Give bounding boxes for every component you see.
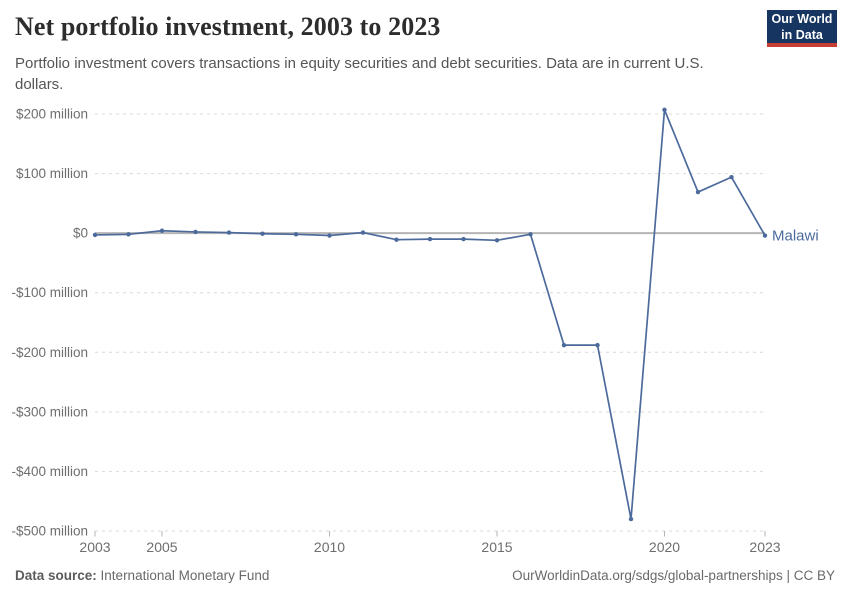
y-axis-label: -$400 million bbox=[11, 464, 88, 479]
data-point-2005[interactable] bbox=[159, 228, 165, 233]
x-axis-label: 2020 bbox=[649, 539, 680, 555]
data-point-2016[interactable] bbox=[528, 232, 533, 237]
data-point-2011[interactable] bbox=[360, 230, 366, 235]
data-point-2006[interactable] bbox=[193, 229, 198, 235]
data-point-2015[interactable] bbox=[494, 238, 500, 243]
data-point-2020[interactable] bbox=[662, 107, 667, 113]
chart-footer: Data source: International Monetary Fund… bbox=[15, 568, 835, 583]
y-axis-label: -$500 million bbox=[11, 524, 88, 539]
data-point-2010[interactable] bbox=[327, 233, 332, 238]
chart-subtitle: Portfolio investment covers transactions… bbox=[15, 55, 704, 93]
data-point-2023[interactable] bbox=[762, 233, 768, 238]
data-point-2019[interactable] bbox=[628, 516, 634, 522]
malawi-line[interactable] bbox=[94, 108, 766, 520]
data-point-2014[interactable] bbox=[461, 236, 466, 242]
data-point-2013[interactable] bbox=[427, 236, 433, 242]
page-title: Net portfolio investment, 2003 to 2023 bbox=[15, 12, 441, 41]
y-axis-label: $100 million bbox=[16, 166, 88, 181]
data-source-value: International Monetary Fund bbox=[100, 568, 270, 583]
owid-logo-line1: Our World bbox=[771, 11, 833, 26]
owid-logo[interactable]: Our World in Data bbox=[767, 10, 837, 47]
owid-logo-line2: in Data bbox=[781, 27, 823, 42]
data-source-label: Data source: bbox=[15, 568, 97, 583]
entity-label-malawi[interactable]: Malawi bbox=[772, 228, 819, 245]
data-source: Data source: International Monetary Fund bbox=[15, 568, 269, 583]
x-axis-label: 2003 bbox=[79, 539, 110, 555]
data-point-2021[interactable] bbox=[695, 189, 701, 195]
x-axis-label: 2015 bbox=[481, 539, 512, 555]
data-point-2007[interactable] bbox=[226, 230, 232, 235]
x-axis-label: 2005 bbox=[146, 539, 177, 555]
data-point-2003[interactable] bbox=[92, 232, 98, 238]
x-axis-label: 2010 bbox=[314, 539, 345, 555]
data-point-2017[interactable] bbox=[561, 342, 567, 348]
data-point-2012[interactable] bbox=[394, 237, 399, 242]
data-point-2009[interactable] bbox=[293, 232, 299, 237]
data-point-2022[interactable] bbox=[729, 174, 734, 180]
attribution-link[interactable]: OurWorldinData.org/sdgs/global-partnersh… bbox=[512, 568, 835, 583]
y-axis-label: -$300 million bbox=[11, 404, 88, 419]
data-point-2018[interactable] bbox=[595, 342, 600, 348]
data-point-2008[interactable] bbox=[260, 231, 265, 236]
data-point-2004[interactable] bbox=[126, 232, 131, 237]
y-axis-label: $0 bbox=[73, 226, 88, 241]
x-axis-label: 2023 bbox=[749, 539, 780, 555]
y-axis-label: $200 million bbox=[16, 107, 88, 122]
y-axis-label: -$200 million bbox=[11, 345, 88, 360]
y-axis-label: -$100 million bbox=[11, 285, 88, 300]
